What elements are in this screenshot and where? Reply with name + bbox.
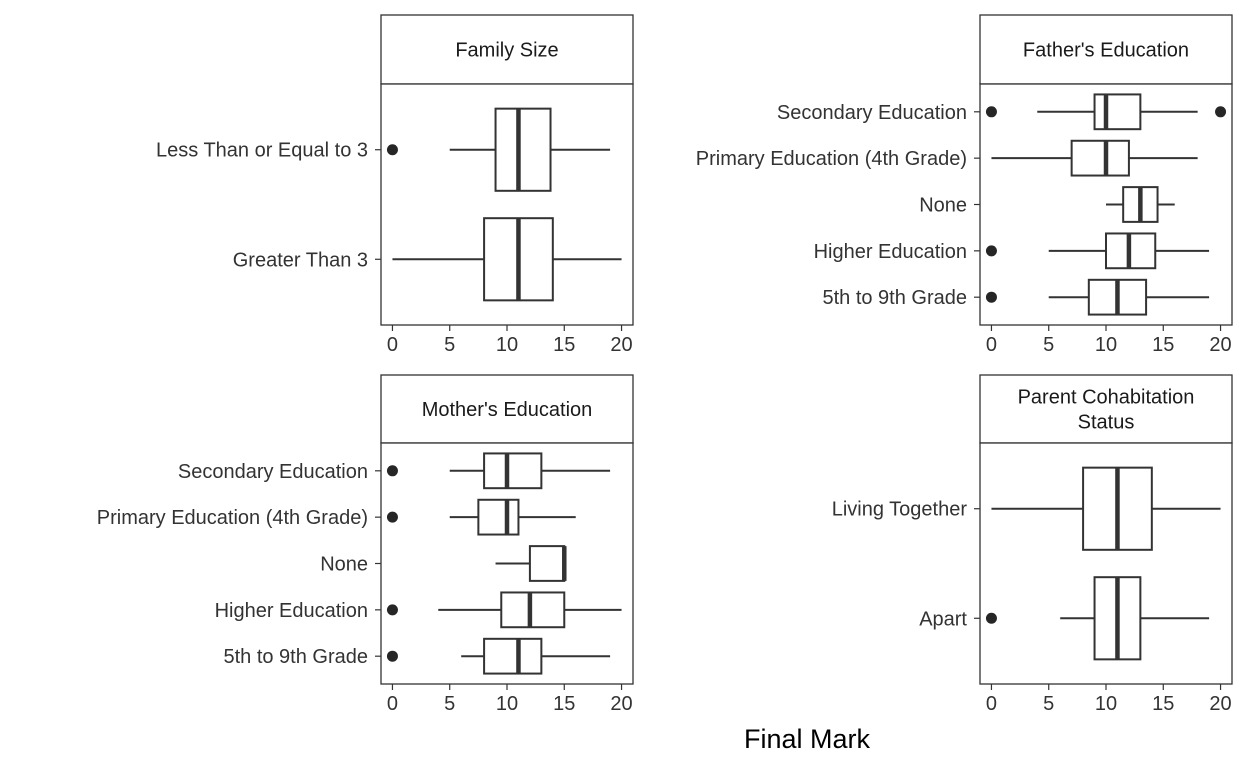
box-none: None — [320, 545, 567, 582]
category-label: None — [320, 554, 368, 576]
category-label: 5th to 9th Grade — [223, 646, 368, 668]
category-label: Primary Education (4th Grade) — [97, 507, 368, 529]
strip-background — [380, 14, 634, 85]
iqr-box — [483, 452, 543, 490]
panels-layer: Family Size 0 5 10 15 20 Less Than or Equal to… — [97, 14, 1233, 715]
outlier-point — [985, 612, 997, 624]
category-label: Secondary Education — [777, 102, 967, 124]
iqr-box — [1093, 93, 1142, 131]
x-tick-label: 20 — [1209, 334, 1231, 356]
box-primary-education-4th-grade: Primary Education (4th Grade) — [696, 139, 1198, 177]
x-tick-label: 15 — [553, 334, 575, 356]
x-tick-label: 0 — [986, 334, 997, 356]
x-axis-title: Final Mark — [744, 724, 871, 754]
strip-background — [979, 374, 1233, 444]
box-higher-education: Higher Education — [814, 232, 1210, 270]
x-tick-label: 15 — [1152, 693, 1174, 715]
outlier-point — [985, 291, 997, 303]
iqr-box — [1070, 139, 1130, 177]
x-tick-label: 10 — [1095, 693, 1117, 715]
outlier-point — [386, 144, 398, 156]
strip-title: Family Size — [455, 40, 558, 62]
panel-father-s-education: Father's Education 0 5 10 15 20 Secondary Educ… — [696, 14, 1233, 356]
box-secondary-education: Secondary Education — [178, 452, 611, 490]
strip-title: Parent Cohabitation — [1018, 387, 1195, 409]
outlier-point — [386, 465, 398, 477]
category-label: Higher Education — [814, 241, 967, 263]
outlier-point — [386, 604, 398, 616]
x-tick-label: 5 — [444, 334, 455, 356]
x-tick-label: 10 — [496, 693, 518, 715]
category-label: Greater Than 3 — [233, 249, 368, 271]
strip-title: Status — [1078, 412, 1135, 434]
box-5th-to-9th-grade: 5th to 9th Grade — [822, 278, 1210, 316]
box-living-together: Living Together — [832, 466, 1221, 551]
panel-family-size: Family Size 0 5 10 15 20 Less Than or Equal to… — [156, 14, 634, 356]
x-tick-label: 20 — [610, 693, 632, 715]
category-label: Primary Education (4th Grade) — [696, 148, 967, 170]
category-label: Higher Education — [215, 600, 368, 622]
outlier-point — [985, 245, 997, 257]
strip-title: Mother's Education — [422, 399, 593, 421]
x-tick-label: 15 — [553, 693, 575, 715]
x-tick-label: 20 — [1209, 693, 1231, 715]
outlier-point — [386, 650, 398, 662]
iqr-box — [500, 591, 566, 629]
category-label: None — [919, 195, 967, 217]
x-tick-label: 0 — [387, 334, 398, 356]
box-higher-education: Higher Education — [215, 591, 622, 629]
strip-title: Father's Education — [1023, 40, 1189, 62]
outlier-point — [1215, 106, 1227, 118]
x-tick-label: 0 — [986, 693, 997, 715]
strip-background — [380, 374, 634, 444]
outlier-point — [985, 106, 997, 118]
x-tick-label: 5 — [444, 693, 455, 715]
x-tick-label: 10 — [1095, 334, 1117, 356]
category-label: Less Than or Equal to 3 — [156, 140, 368, 162]
panel-mother-s-education: Mother's Education 0 5 10 15 20 Secondary Educ… — [97, 374, 634, 715]
box-secondary-education: Secondary Education — [777, 93, 1227, 131]
category-label: Apart — [919, 608, 967, 630]
box-apart: Apart — [919, 576, 1210, 661]
iqr-box — [528, 545, 566, 582]
category-label: 5th to 9th Grade — [822, 287, 967, 309]
box-primary-education-4th-grade: Primary Education (4th Grade) — [97, 498, 576, 536]
x-tick-label: 10 — [496, 334, 518, 356]
box-greater-than-3: Greater Than 3 — [233, 217, 622, 302]
x-tick-label: 0 — [387, 693, 398, 715]
box-less-than-or-equal-to-3: Less Than or Equal to 3 — [156, 107, 611, 192]
iqr-box — [494, 107, 552, 192]
iqr-box — [477, 498, 520, 536]
x-tick-label: 5 — [1043, 693, 1054, 715]
iqr-box — [483, 637, 543, 675]
strip-background — [979, 14, 1233, 85]
category-label: Living Together — [832, 499, 968, 521]
x-tick-label: 5 — [1043, 334, 1054, 356]
box-5th-to-9th-grade: 5th to 9th Grade — [223, 637, 611, 675]
outlier-point — [386, 511, 398, 523]
x-tick-label: 20 — [610, 334, 632, 356]
panel-parent-cohabitation-status: Parent Cohabitation Status 0 5 10 15 20 Living … — [832, 374, 1233, 715]
box-none: None — [919, 186, 1175, 223]
x-tick-label: 15 — [1152, 334, 1174, 356]
category-label: Secondary Education — [178, 461, 368, 483]
